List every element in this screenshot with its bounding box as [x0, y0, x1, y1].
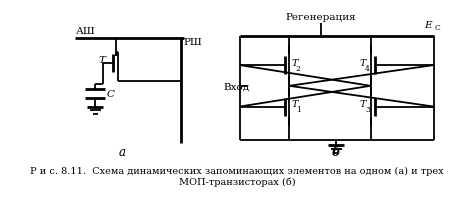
Text: T: T	[360, 59, 366, 68]
Text: а: а	[119, 145, 126, 158]
Text: T: T	[291, 100, 298, 109]
Text: 4: 4	[365, 64, 370, 72]
Text: С: С	[435, 24, 440, 32]
Text: E: E	[424, 21, 432, 30]
Text: б: б	[332, 145, 340, 158]
Text: 2: 2	[296, 64, 301, 72]
Text: Регенерация: Регенерация	[286, 13, 356, 22]
Text: T: T	[99, 56, 105, 65]
Text: РШ: РШ	[184, 38, 202, 47]
Text: Вход: Вход	[223, 82, 250, 91]
Text: T: T	[291, 59, 298, 68]
Text: АШ: АШ	[75, 27, 95, 36]
Text: МОП-транзисторах (б): МОП-транзисторах (б)	[179, 176, 295, 186]
Text: 1: 1	[296, 106, 301, 114]
Text: 3: 3	[365, 106, 370, 114]
Text: C: C	[106, 89, 114, 98]
Text: Р и с. 8.11.  Схема динамических запоминающих элементов на одном (а) и трех: Р и с. 8.11. Схема динамических запомина…	[30, 166, 444, 175]
Text: T: T	[360, 100, 366, 109]
